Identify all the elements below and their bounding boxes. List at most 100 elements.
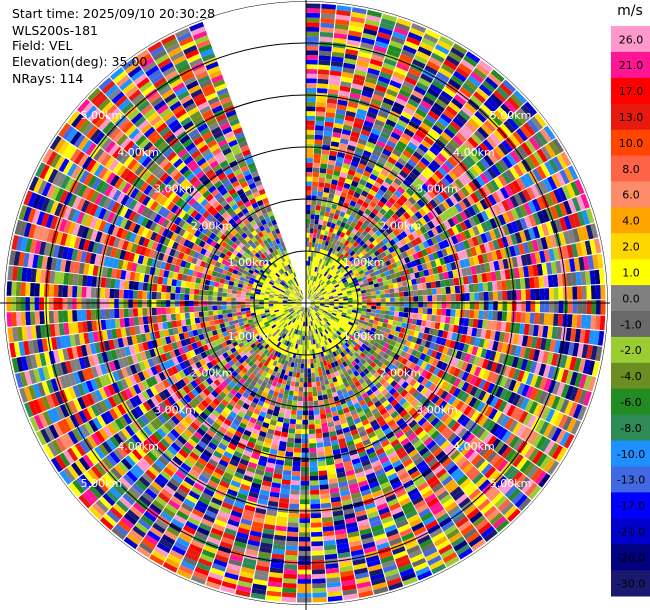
velocity-bin — [450, 205, 460, 215]
velocity-bin — [357, 55, 371, 64]
velocity-bin — [309, 438, 316, 444]
velocity-bin — [335, 285, 340, 290]
velocity-bin — [532, 168, 543, 182]
velocity-bin — [310, 522, 322, 528]
velocity-bin — [335, 262, 341, 268]
velocity-bin — [318, 465, 327, 471]
velocity-bin — [314, 257, 318, 263]
velocity-bin — [463, 229, 472, 240]
velocity-bin — [339, 171, 348, 179]
velocity-bin — [310, 300, 316, 302]
velocity-bin — [332, 47, 346, 54]
velocity-bin — [326, 273, 331, 279]
velocity-bin — [583, 256, 590, 271]
velocity-bin — [359, 178, 367, 186]
velocity-bin — [349, 164, 358, 172]
velocity-bin — [558, 232, 567, 246]
velocity-bin — [434, 183, 444, 193]
velocity-bin — [291, 376, 296, 382]
velocity-bin — [523, 323, 530, 336]
velocity-bin — [399, 182, 409, 191]
velocity-bin — [497, 214, 507, 226]
velocity-bin — [527, 240, 535, 253]
velocity-bin — [333, 213, 339, 220]
velocity-bin — [435, 98, 448, 109]
velocity-bin — [440, 315, 446, 324]
velocity-bin — [317, 390, 323, 396]
velocity-bin — [337, 236, 343, 242]
velocity-bin — [440, 190, 449, 200]
velocity-bin — [338, 294, 343, 298]
velocity-bin — [399, 136, 410, 146]
velocity-bin — [577, 300, 583, 314]
velocity-bin — [314, 139, 323, 145]
velocity-bin — [505, 169, 516, 182]
velocity-bin — [427, 87, 440, 98]
velocity-bin — [309, 280, 312, 285]
velocity-bin — [286, 446, 294, 453]
velocity-bin — [432, 266, 439, 275]
velocity-bin — [347, 189, 355, 196]
velocity-bin — [324, 240, 330, 247]
velocity-bin — [333, 295, 339, 299]
velocity-bin — [497, 106, 510, 120]
velocity-bin — [310, 494, 320, 500]
velocity-bin — [367, 222, 375, 230]
velocity-bin — [348, 30, 363, 38]
velocity-bin — [308, 401, 314, 406]
velocity-bin — [320, 385, 326, 391]
velocity-bin — [552, 138, 564, 154]
velocity-bin — [308, 289, 311, 295]
velocity-bin — [479, 142, 491, 155]
velocity-bin — [325, 279, 331, 284]
velocity-bin — [312, 181, 319, 187]
velocity-bin — [417, 46, 432, 57]
velocity-bin — [313, 362, 318, 368]
velocity-bin — [332, 127, 343, 134]
velocity-bin — [405, 187, 415, 197]
velocity-bin — [362, 124, 373, 133]
velocity-bin — [316, 447, 325, 453]
velocity-bin — [439, 257, 446, 266]
velocity-bin — [450, 74, 464, 86]
velocity-bin — [352, 156, 361, 163]
velocity-bin — [319, 488, 330, 495]
velocity-bin — [411, 278, 417, 285]
velocity-bin — [315, 209, 321, 216]
velocity-bin — [352, 176, 361, 183]
velocity-bin — [358, 194, 367, 202]
velocity-bin — [479, 301, 484, 310]
velocity-bin — [404, 145, 415, 155]
velocity-bin — [306, 162, 313, 168]
velocity-bin — [333, 274, 339, 280]
velocity-bin — [407, 241, 414, 249]
velocity-bin — [334, 118, 344, 125]
velocity-bin — [347, 279, 353, 284]
velocity-bin — [464, 284, 470, 293]
velocity-bin — [512, 131, 525, 145]
velocity-bin — [391, 262, 398, 269]
velocity-bin — [321, 239, 326, 245]
velocity-bin — [405, 249, 413, 257]
velocity-bin — [383, 318, 389, 324]
velocity-bin — [365, 288, 371, 293]
velocity-bin — [362, 258, 369, 265]
velocity-bin — [335, 276, 340, 281]
velocity-bin — [313, 294, 318, 298]
velocity-bin — [282, 470, 292, 476]
velocity-bin — [308, 270, 311, 276]
velocity-bin — [385, 200, 393, 209]
velocity-bin — [422, 308, 428, 315]
velocity-bin — [572, 212, 581, 228]
velocity-bin — [428, 253, 435, 262]
velocity-bin — [389, 224, 397, 232]
velocity-bin — [337, 99, 348, 106]
velocity-bin — [335, 240, 341, 246]
velocity-bin — [306, 143, 314, 149]
velocity-bin — [319, 296, 324, 299]
velocity-bin — [347, 295, 353, 299]
velocity-bin — [439, 35, 454, 47]
velocity-bin — [368, 211, 376, 219]
velocity-bin — [472, 319, 479, 328]
velocity-bin — [310, 300, 315, 302]
